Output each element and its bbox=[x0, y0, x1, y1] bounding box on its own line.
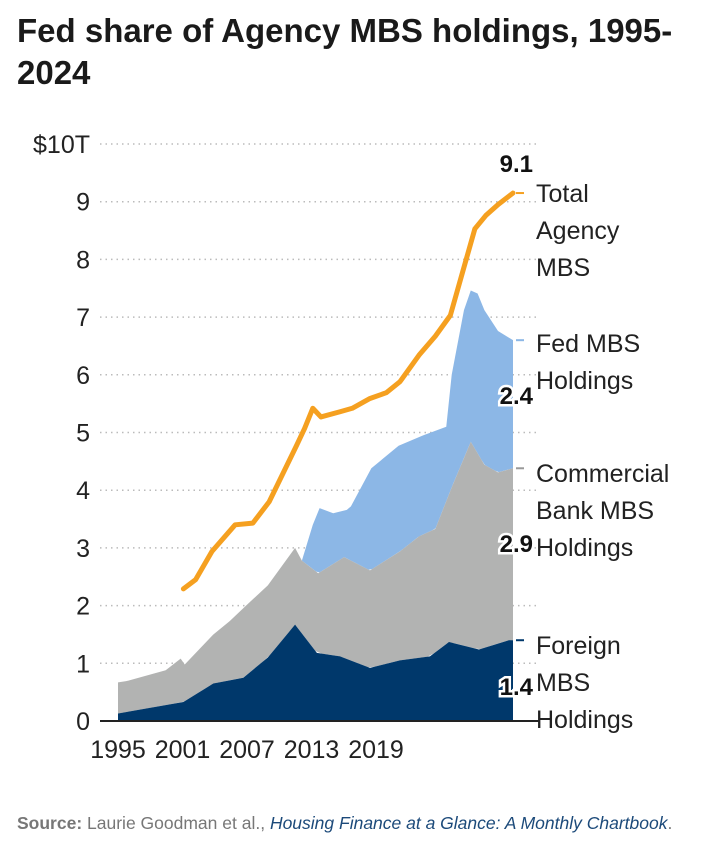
x-tick-label: 1995 bbox=[90, 736, 146, 764]
x-tick-label: 2001 bbox=[155, 736, 211, 764]
y-tick-label: 2 bbox=[76, 593, 90, 621]
fed-value-label: 2.4 bbox=[500, 383, 534, 410]
x-tick-label: 2007 bbox=[219, 736, 275, 764]
foreign-mbs-holdings-label: Holdings bbox=[536, 706, 633, 734]
total-value-label: 9.1 bbox=[500, 151, 533, 178]
x-tick-label: 2019 bbox=[348, 736, 404, 764]
x-tick-label: 2013 bbox=[284, 736, 340, 764]
y-tick-label: 4 bbox=[76, 477, 90, 505]
y-tick-label: 3 bbox=[76, 535, 90, 563]
commercial-bank-mbs-holdings-label: Commercial bbox=[536, 460, 669, 488]
source-label: Source: bbox=[17, 813, 83, 833]
commercial-bank-mbs-holdings-label: Bank MBS bbox=[536, 497, 654, 525]
commercial-bank-mbs-area bbox=[118, 441, 513, 714]
stacked-areas bbox=[118, 290, 513, 721]
source-authors: Laurie Goodman et al., bbox=[87, 813, 266, 833]
total-agency-mbs-line bbox=[180, 190, 516, 592]
total-agency-mbs-label: Agency bbox=[536, 217, 620, 245]
y-axis: 0 1 2 3 4 5 6 7 8 9 $10T bbox=[33, 131, 90, 736]
y-tick-label: 1 bbox=[76, 650, 90, 678]
fed-mbs-area bbox=[301, 290, 513, 573]
y-tick-label: 5 bbox=[76, 420, 90, 448]
y-tick-label: 9 bbox=[76, 189, 90, 217]
fed-mbs-holdings-label: Fed MBS bbox=[536, 330, 640, 358]
y-tick-label: 0 bbox=[76, 708, 90, 736]
y-tick-label: 7 bbox=[76, 304, 90, 332]
total-agency-mbs-label: MBS bbox=[536, 254, 590, 282]
y-tick-label: 6 bbox=[76, 362, 90, 390]
commercial-bank-mbs-holdings-label: Holdings bbox=[536, 534, 633, 562]
source-link[interactable]: Housing Finance at a Glance: A Monthly C… bbox=[269, 813, 668, 833]
bank-value-label: 2.9 bbox=[500, 531, 533, 558]
total-line-group bbox=[180, 190, 516, 592]
foreign-mbs-holdings-label: MBS bbox=[536, 669, 590, 697]
fed-mbs-holdings-label: Holdings bbox=[536, 367, 633, 395]
foreign-mbs-area bbox=[118, 624, 513, 721]
source-note: Source: Laurie Goodman et al., Housing F… bbox=[17, 810, 697, 837]
chart-area: 0 1 2 3 4 5 6 7 8 9 $10T 1995 2001 2007 2013 2019 9.1 2… bbox=[33, 131, 669, 764]
foreign-mbs-holdings-label: Foreign bbox=[536, 632, 621, 660]
total-agency-mbs-label: Total bbox=[536, 180, 589, 208]
foreign-value-label: 1.4 bbox=[500, 674, 534, 701]
y-tick-label: 8 bbox=[76, 246, 90, 274]
series-labels: 9.1 2.4 2.9 1.4 Total Agency MBS Fed MBS Holding… bbox=[497, 149, 669, 735]
x-axis: 1995 2001 2007 2013 2019 bbox=[90, 736, 404, 764]
y-tick-label: $10T bbox=[33, 131, 90, 159]
source-end: . bbox=[667, 813, 673, 833]
chart-title: Fed share of Agency MBS holdings, 1995-2… bbox=[17, 12, 673, 91]
